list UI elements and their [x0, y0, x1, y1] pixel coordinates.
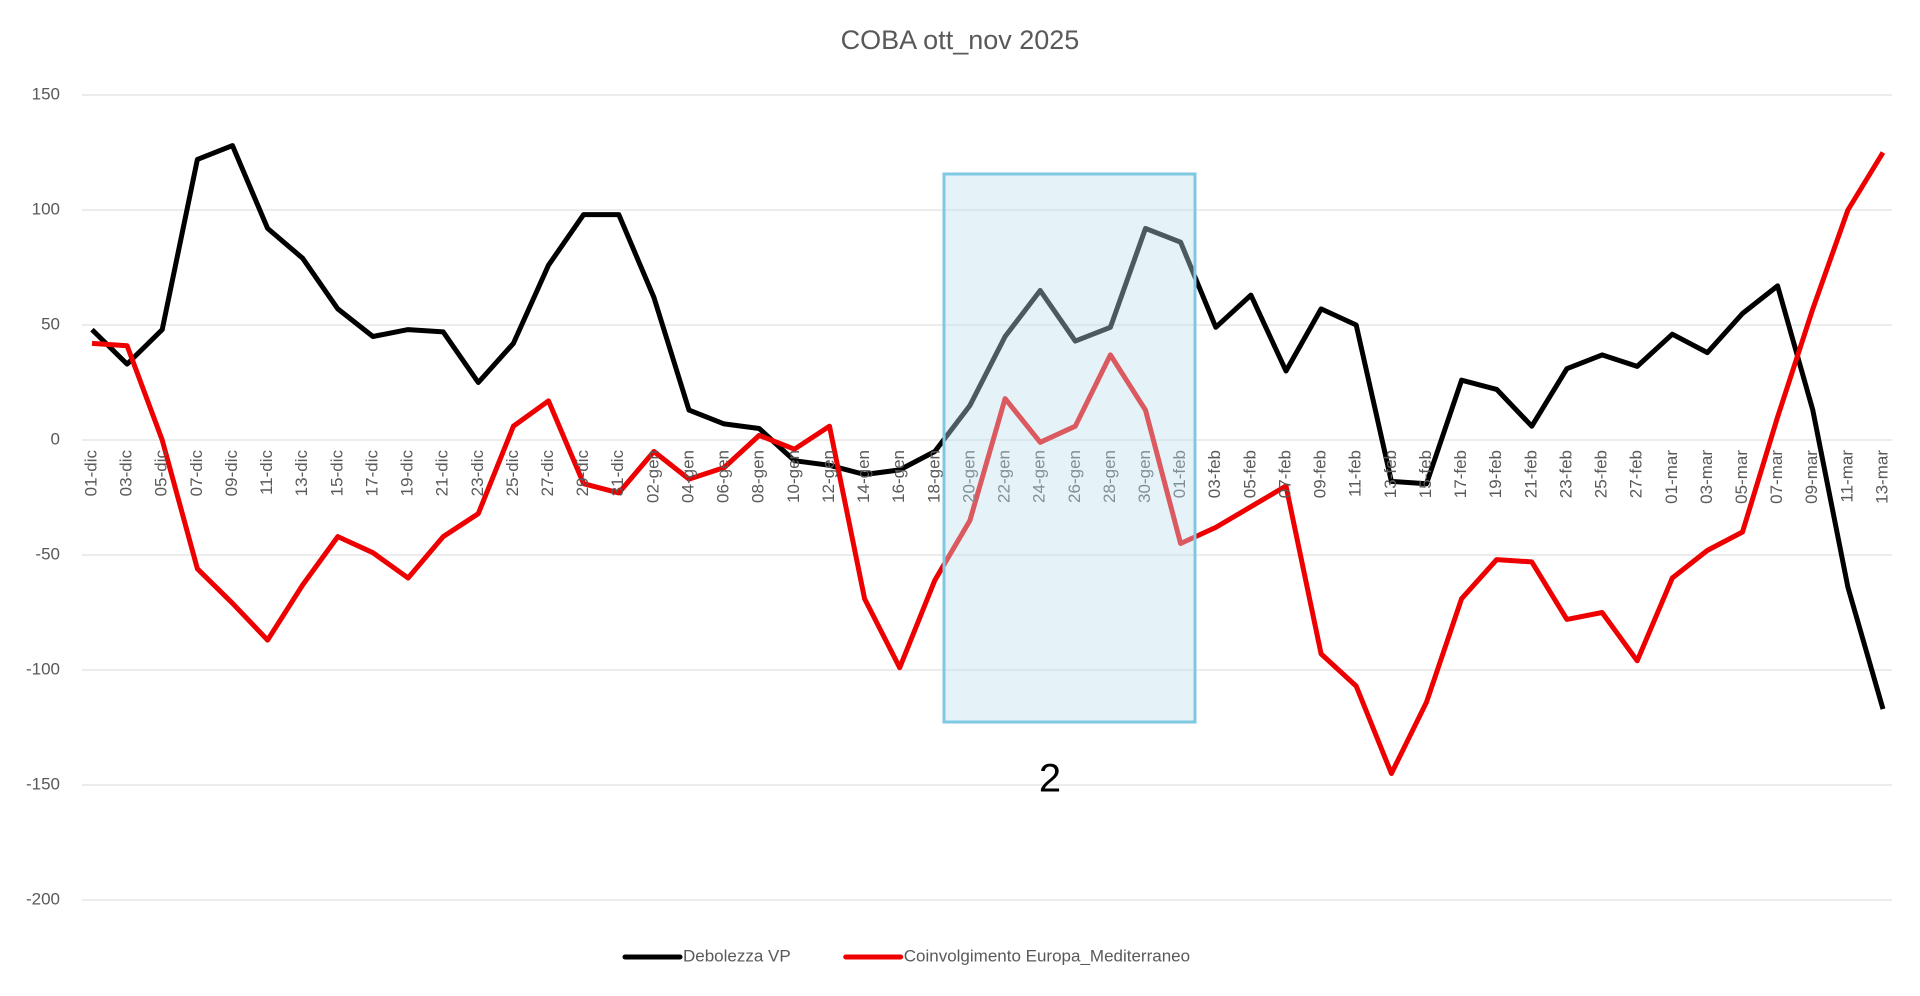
x-tick-label: 27-feb: [1627, 450, 1646, 498]
x-tick-label: 18-gen: [924, 450, 943, 503]
x-tick-label: 17-dic: [362, 450, 381, 497]
x-tick-label: 05-feb: [1240, 450, 1259, 498]
x-tick-label: 11-feb: [1346, 450, 1365, 497]
x-tick-label: 13-dic: [292, 450, 311, 497]
x-tick-label: 01-feb: [1170, 450, 1189, 498]
x-tick-label: 09-dic: [222, 450, 241, 497]
chart-title: COBA ott_nov 2025: [841, 25, 1080, 55]
x-tick-label: 24-gen: [1030, 450, 1049, 503]
y-tick-label: 100: [32, 199, 60, 218]
y-tick-label: -150: [26, 774, 60, 793]
x-tick-label: 15-dic: [327, 450, 346, 497]
y-tick-label: 0: [51, 429, 60, 448]
x-tick-label: 13-feb: [1381, 450, 1400, 498]
x-tick-label: 16-gen: [889, 450, 908, 503]
x-tick-label: 03-feb: [1205, 450, 1224, 498]
x-tick-label: 03-dic: [117, 450, 136, 497]
x-tick-label: 10-gen: [784, 450, 803, 503]
x-tick-label: 26-gen: [1065, 450, 1084, 503]
x-tick-label: 20-gen: [959, 450, 978, 503]
x-tick-label: 06-gen: [714, 450, 733, 503]
x-tick-label: 13-mar: [1872, 450, 1891, 504]
x-tick-label: 01-dic: [81, 450, 100, 497]
x-tick-label: 11-dic: [257, 450, 276, 496]
x-tick-label: 09-feb: [1311, 450, 1330, 498]
highlight-box: [942, 172, 1197, 724]
data-line: [91, 151, 1886, 776]
x-tick-label: 05-mar: [1732, 450, 1751, 504]
x-tick-label: 28-gen: [1100, 450, 1119, 503]
legend-label: Coinvolgimento Europa_Mediterraneo: [904, 946, 1190, 965]
x-tick-label: 11-mar: [1837, 450, 1856, 503]
annotation: 2: [1039, 757, 1061, 801]
x-tick-label: 01-mar: [1662, 450, 1681, 504]
x-tick-label: 23-feb: [1556, 450, 1575, 498]
x-tick-label: 29-dic: [573, 450, 592, 497]
x-tick-label: 22-gen: [995, 450, 1014, 503]
y-tick-label: -100: [26, 659, 60, 678]
y-tick-label: 150: [32, 84, 60, 103]
x-tick-label: 07-dic: [187, 450, 206, 497]
y-tick-label: -50: [35, 544, 60, 563]
x-tick-label: 23-dic: [468, 450, 487, 497]
x-tick-label: 27-dic: [538, 450, 557, 497]
legend-label: Debolezza VP: [683, 946, 791, 965]
x-tick-label: 07-mar: [1767, 450, 1786, 504]
x-tick-label: 12-gen: [819, 450, 838, 503]
x-tick-label: 21-dic: [433, 450, 452, 497]
x-tick-label: 19-feb: [1486, 450, 1505, 498]
x-tick-label: 30-gen: [1135, 450, 1154, 503]
x-tick-label: 03-mar: [1697, 450, 1716, 504]
x-tick-label: 15-feb: [1416, 450, 1435, 498]
data-line: [90, 143, 1886, 710]
x-tick-label: 25-feb: [1592, 450, 1611, 498]
x-tick-label: 09-mar: [1802, 450, 1821, 504]
x-tick-label: 05-dic: [152, 450, 171, 497]
x-tick-label: 25-dic: [503, 450, 522, 497]
x-tick-label: 08-gen: [749, 450, 768, 503]
y-tick-label: 50: [41, 314, 60, 333]
x-tick-label: 02-gen: [643, 450, 662, 503]
x-tick-label: 21-feb: [1521, 450, 1540, 498]
x-tick-label: 04-gen: [678, 450, 697, 503]
x-tick-label: 31-dic: [608, 450, 627, 497]
x-tick-label: 07-feb: [1275, 450, 1294, 498]
x-tick-label: 14-gen: [854, 450, 873, 503]
x-tick-label: 17-feb: [1451, 450, 1470, 498]
x-tick-label: 19-dic: [398, 450, 417, 497]
y-tick-label: -200: [26, 889, 60, 908]
